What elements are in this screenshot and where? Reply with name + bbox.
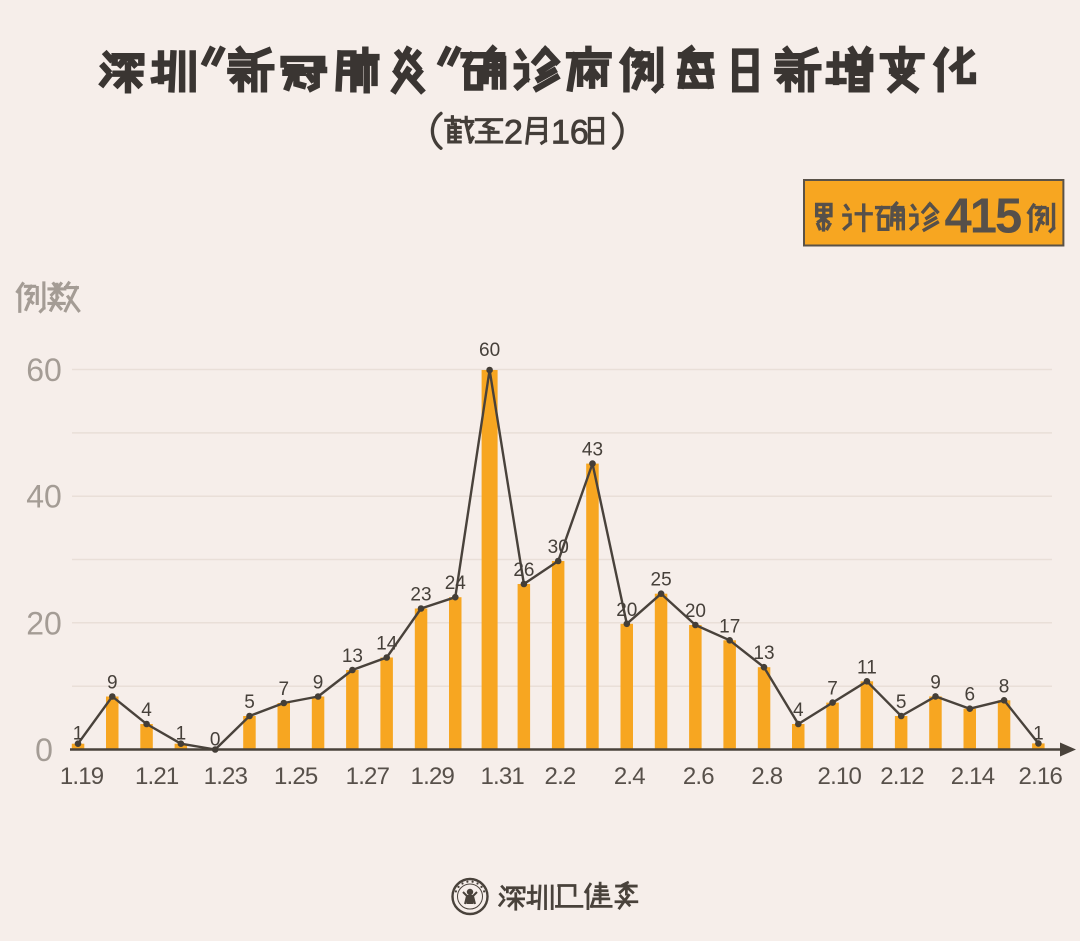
svg-text:43: 43 (582, 440, 603, 461)
svg-text:24: 24 (445, 573, 467, 594)
svg-text:20: 20 (685, 601, 706, 622)
svg-text:0: 0 (35, 732, 53, 768)
svg-text:26: 26 (513, 560, 534, 581)
svg-text:25: 25 (651, 570, 672, 591)
svg-text:60: 60 (26, 352, 62, 388)
svg-text:1: 1 (73, 724, 84, 745)
svg-text:7: 7 (827, 679, 838, 700)
svg-text:1.19: 1.19 (60, 763, 104, 790)
svg-text:13: 13 (342, 646, 363, 667)
svg-text:9: 9 (313, 673, 324, 694)
svg-text:40: 40 (26, 479, 62, 515)
svg-text:1.23: 1.23 (204, 763, 248, 790)
svg-text:1.31: 1.31 (480, 763, 524, 790)
svg-text:5: 5 (896, 692, 907, 713)
svg-text:23: 23 (410, 585, 431, 606)
svg-text:1.29: 1.29 (411, 763, 455, 790)
svg-text:60: 60 (479, 340, 500, 361)
svg-text:9: 9 (107, 673, 118, 694)
svg-text:2.16: 2.16 (1019, 763, 1063, 790)
svg-text:2.12: 2.12 (880, 763, 924, 790)
svg-text:5: 5 (244, 692, 255, 713)
svg-text:0: 0 (210, 730, 221, 751)
svg-text:1.25: 1.25 (274, 763, 318, 790)
svg-text:11: 11 (857, 657, 877, 678)
svg-text:1: 1 (176, 724, 187, 745)
svg-text:7: 7 (279, 679, 290, 700)
svg-text:415: 415 (945, 190, 1022, 244)
svg-text:17: 17 (719, 616, 740, 637)
svg-text:30: 30 (548, 537, 569, 558)
svg-text:2.6: 2.6 (683, 763, 714, 790)
svg-text:4: 4 (793, 700, 804, 721)
svg-text:9: 9 (930, 672, 941, 693)
svg-text:20: 20 (616, 600, 637, 621)
svg-text:4: 4 (141, 700, 152, 721)
svg-text:1: 1 (1033, 723, 1044, 744)
svg-text:1.27: 1.27 (346, 763, 390, 790)
svg-text:14: 14 (376, 634, 398, 655)
svg-text:2: 2 (504, 114, 523, 152)
svg-text:2.14: 2.14 (951, 763, 995, 790)
svg-text:6: 6 (965, 685, 976, 706)
svg-text:16: 16 (551, 114, 589, 152)
svg-text:2.10: 2.10 (818, 763, 862, 790)
svg-text:20: 20 (26, 605, 62, 641)
svg-text:13: 13 (753, 643, 774, 664)
svg-text:8: 8 (999, 676, 1010, 697)
svg-text:2.4: 2.4 (614, 763, 645, 790)
svg-text:2.8: 2.8 (751, 763, 782, 790)
svg-text:2.2: 2.2 (545, 763, 576, 790)
svg-text:1.21: 1.21 (135, 763, 179, 790)
